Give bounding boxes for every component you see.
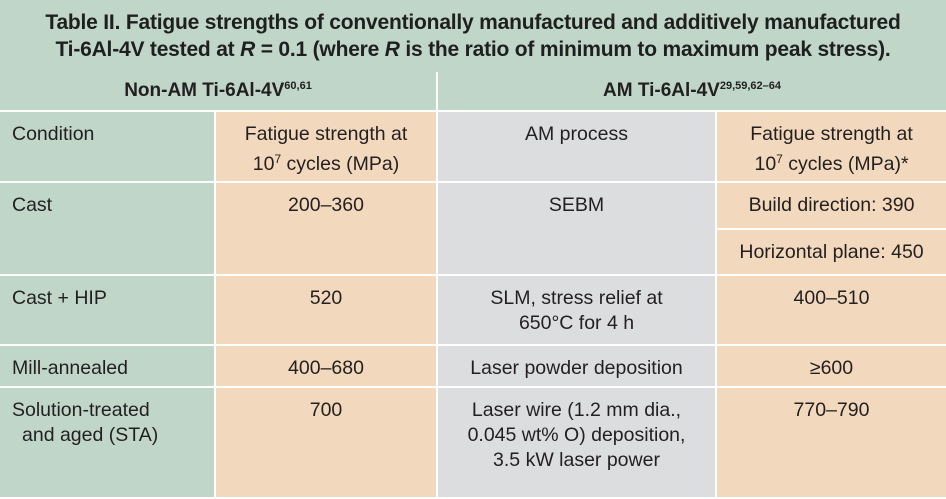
row-sta-am-strength: 770–790 xyxy=(717,388,946,499)
row-hip-strength: 520 xyxy=(216,276,438,346)
col-fatigue-strength: Fatigue strength at 107 cycles (MPa) xyxy=(216,112,438,183)
row-sta-process: Laser wire (1.2 mm dia., 0.045 wt% O) dep… xyxy=(438,388,717,499)
col-am-process: AM process xyxy=(438,112,717,183)
row-hip-condition: Cast + HIP xyxy=(0,276,216,346)
row-sta-condition: Solution-treated and aged (STA) xyxy=(0,388,216,499)
row-sta-strength: 700 xyxy=(216,388,438,499)
row-cast-process: SEBM xyxy=(438,183,717,276)
row-cast-am-strength-2: Horizontal plane: 450 xyxy=(717,230,946,276)
row-mill-am-strength: ≥600 xyxy=(717,346,946,388)
caption-line-1: Table II. Fatigue strengths of conventio… xyxy=(45,11,901,34)
row-hip-process: SLM, stress relief at 650°C for 4 h xyxy=(438,276,717,346)
table-caption: Table II. Fatigue strengths of conventio… xyxy=(0,0,946,72)
row-cast-condition: Cast xyxy=(0,183,216,276)
row-mill-condition: Mill-annealed xyxy=(0,346,216,388)
col-condition: Condition xyxy=(0,112,216,183)
row-cast-am-strength-1: Build direction: 390 xyxy=(717,183,946,230)
row-mill-process: Laser powder deposition xyxy=(438,346,717,388)
row-cast-strength: 200–360 xyxy=(216,183,438,276)
row-hip-am-strength: 400–510 xyxy=(717,276,946,346)
header-non-am: Non-AM Ti-6Al-4V60,61 xyxy=(0,72,438,112)
row-mill-strength: 400–680 xyxy=(216,346,438,388)
header-am: AM Ti-6Al-4V29,59,62–64 xyxy=(438,72,946,112)
col-am-fatigue-strength: Fatigue strength at 107 cycles (MPa)* xyxy=(717,112,946,183)
caption-line-2: Ti-6Al-4V tested at R = 0.1 (where R is … xyxy=(55,38,891,61)
fatigue-table: Non-AM Ti-6Al-4V60,61 AM Ti-6Al-4V29,59,… xyxy=(0,72,946,499)
